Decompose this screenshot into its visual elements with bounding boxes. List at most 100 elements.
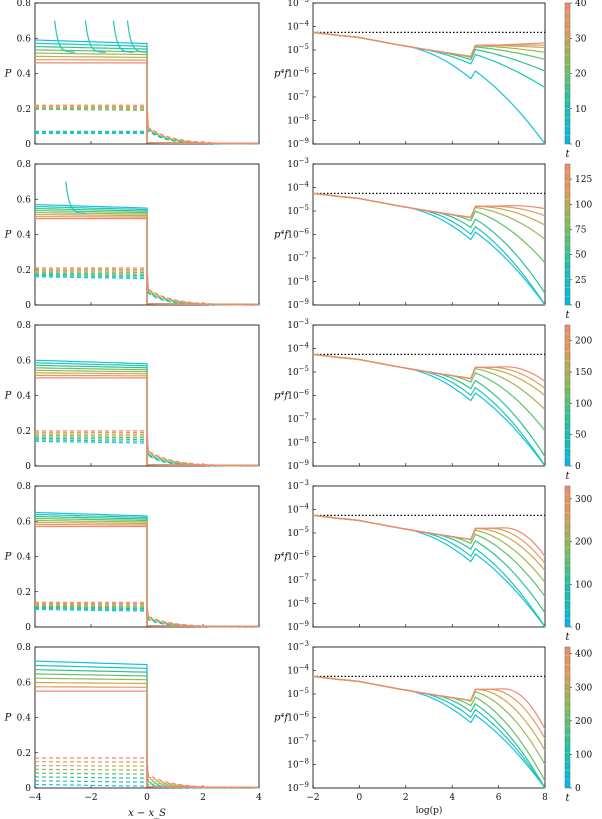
colorbar-tick-label: 0 <box>575 301 581 311</box>
colorbar-label: t <box>565 632 570 643</box>
spectrum-line <box>312 514 546 557</box>
x-tick-label: −4 <box>28 793 42 803</box>
colorbar-tick-label: 0 <box>575 623 581 633</box>
dashed-series-line <box>34 276 254 306</box>
solid-series-line <box>34 681 260 789</box>
dashed-series-line <box>35 605 254 628</box>
y-tick-label: 0 <box>25 462 31 472</box>
spectrum-line <box>312 514 546 583</box>
dashed-series-line <box>34 273 254 306</box>
solid-series-line <box>34 517 260 628</box>
y-tick-label: 10−6 <box>287 67 309 80</box>
dashed-series-line <box>34 604 254 628</box>
colorbar-tick-label: 200 <box>575 717 592 727</box>
plot-frame <box>312 163 546 306</box>
dashed-series-line <box>35 104 254 145</box>
y-tick-label: 10−7 <box>287 90 309 103</box>
solid-series-line <box>34 511 260 628</box>
spectrum-line <box>312 514 546 628</box>
y-tick-label: 0.2 <box>17 427 31 437</box>
spectrum-line <box>312 675 546 782</box>
y-tick-label: 0.2 <box>17 749 31 759</box>
plot-frame <box>312 324 546 467</box>
plot-frame <box>312 646 546 789</box>
spectrum-line <box>312 192 546 306</box>
y-tick-label: 10−3 <box>287 0 309 9</box>
dashed-series-line <box>34 603 254 628</box>
dashed-series-line <box>35 130 254 145</box>
spectrum-line <box>312 514 546 571</box>
y-axis-label: P <box>4 713 12 724</box>
dashed-series-line <box>35 269 254 306</box>
dashed-series-line <box>34 440 254 467</box>
y-tick-label: 10−5 <box>287 365 309 378</box>
dashed-series-line <box>35 768 254 789</box>
y-tick-label: 0.6 <box>17 517 32 527</box>
dashed-series-line <box>34 274 254 306</box>
dashed-series-line <box>35 430 254 467</box>
solid-series-line <box>34 42 260 145</box>
y-tick-label: 10−6 <box>287 389 309 402</box>
y-tick-label: 0.6 <box>17 195 32 205</box>
y-tick-label: 0.6 <box>17 34 32 44</box>
dashed-series-line <box>35 434 254 467</box>
spectrum-line <box>312 192 546 264</box>
y-tick-label: 10−4 <box>287 342 309 355</box>
y-axis-label: p⁴f <box>274 230 290 241</box>
colorbar-tick-label: 40 <box>575 0 587 9</box>
colorbar-tick-label: 150 <box>575 368 592 378</box>
y-tick-label: 0.8 <box>17 160 32 170</box>
transient-spike-line <box>54 20 75 53</box>
x-tick-label: 8 <box>542 793 548 803</box>
solid-series-line <box>34 208 260 306</box>
y-tick-label: 10−5 <box>287 204 309 217</box>
spectrum-line <box>312 675 546 751</box>
x-tick-label: 2 <box>403 793 409 803</box>
solid-series-line <box>34 210 260 306</box>
spectrum-line <box>312 31 546 57</box>
colorbar-tick-label: 100 <box>575 750 592 760</box>
y-tick-label: 10−8 <box>287 597 309 610</box>
solid-series-line <box>34 660 260 789</box>
spectrum-line <box>312 514 546 628</box>
colorbar-tick-label: 400 <box>575 650 592 660</box>
y-tick-label: 10−6 <box>287 711 309 724</box>
x-tick-label: 4 <box>449 793 455 803</box>
dashed-series-line <box>34 776 254 789</box>
y-axis-label: p⁴f <box>274 552 290 563</box>
y-axis-label: P <box>4 391 12 402</box>
dashed-series-line <box>35 606 254 628</box>
dashed-series-line <box>35 757 254 789</box>
spectrum-line <box>312 353 546 382</box>
colorbar-tick-label: 75 <box>575 225 587 235</box>
solid-series-line <box>34 364 260 467</box>
solid-series-line <box>34 52 260 145</box>
spectrum-line <box>312 192 546 218</box>
dashed-series-line <box>35 765 254 789</box>
transient-spike-line <box>65 181 87 214</box>
y-tick-label: 10−7 <box>287 412 309 425</box>
dashed-series-line <box>34 439 254 467</box>
solid-series-line <box>34 203 260 306</box>
dashed-series-line <box>35 108 254 145</box>
spectrum-line <box>312 675 546 789</box>
colorbar-label: t <box>565 471 570 482</box>
solid-series-line <box>34 664 260 789</box>
solid-series-line <box>35 218 260 306</box>
y-tick-label: 10−9 <box>287 137 309 150</box>
spectrum-line <box>312 675 546 789</box>
solid-series-line <box>34 669 260 789</box>
colorbar-tick-label: 300 <box>575 683 592 693</box>
dashed-series-line <box>34 106 254 145</box>
y-axis-label: p⁴f <box>274 391 290 402</box>
solid-series-line <box>34 214 260 306</box>
spectrum-line <box>312 192 546 240</box>
transient-spike-line <box>126 20 148 53</box>
y-tick-label: 0 <box>25 623 31 633</box>
solid-series-line <box>35 374 260 467</box>
colorbar-tick-label: 25 <box>575 276 587 286</box>
dashed-series-line <box>35 271 254 306</box>
y-tick-label: 0 <box>25 140 31 150</box>
dashed-series-line <box>35 761 254 789</box>
solid-series-line <box>34 212 260 306</box>
